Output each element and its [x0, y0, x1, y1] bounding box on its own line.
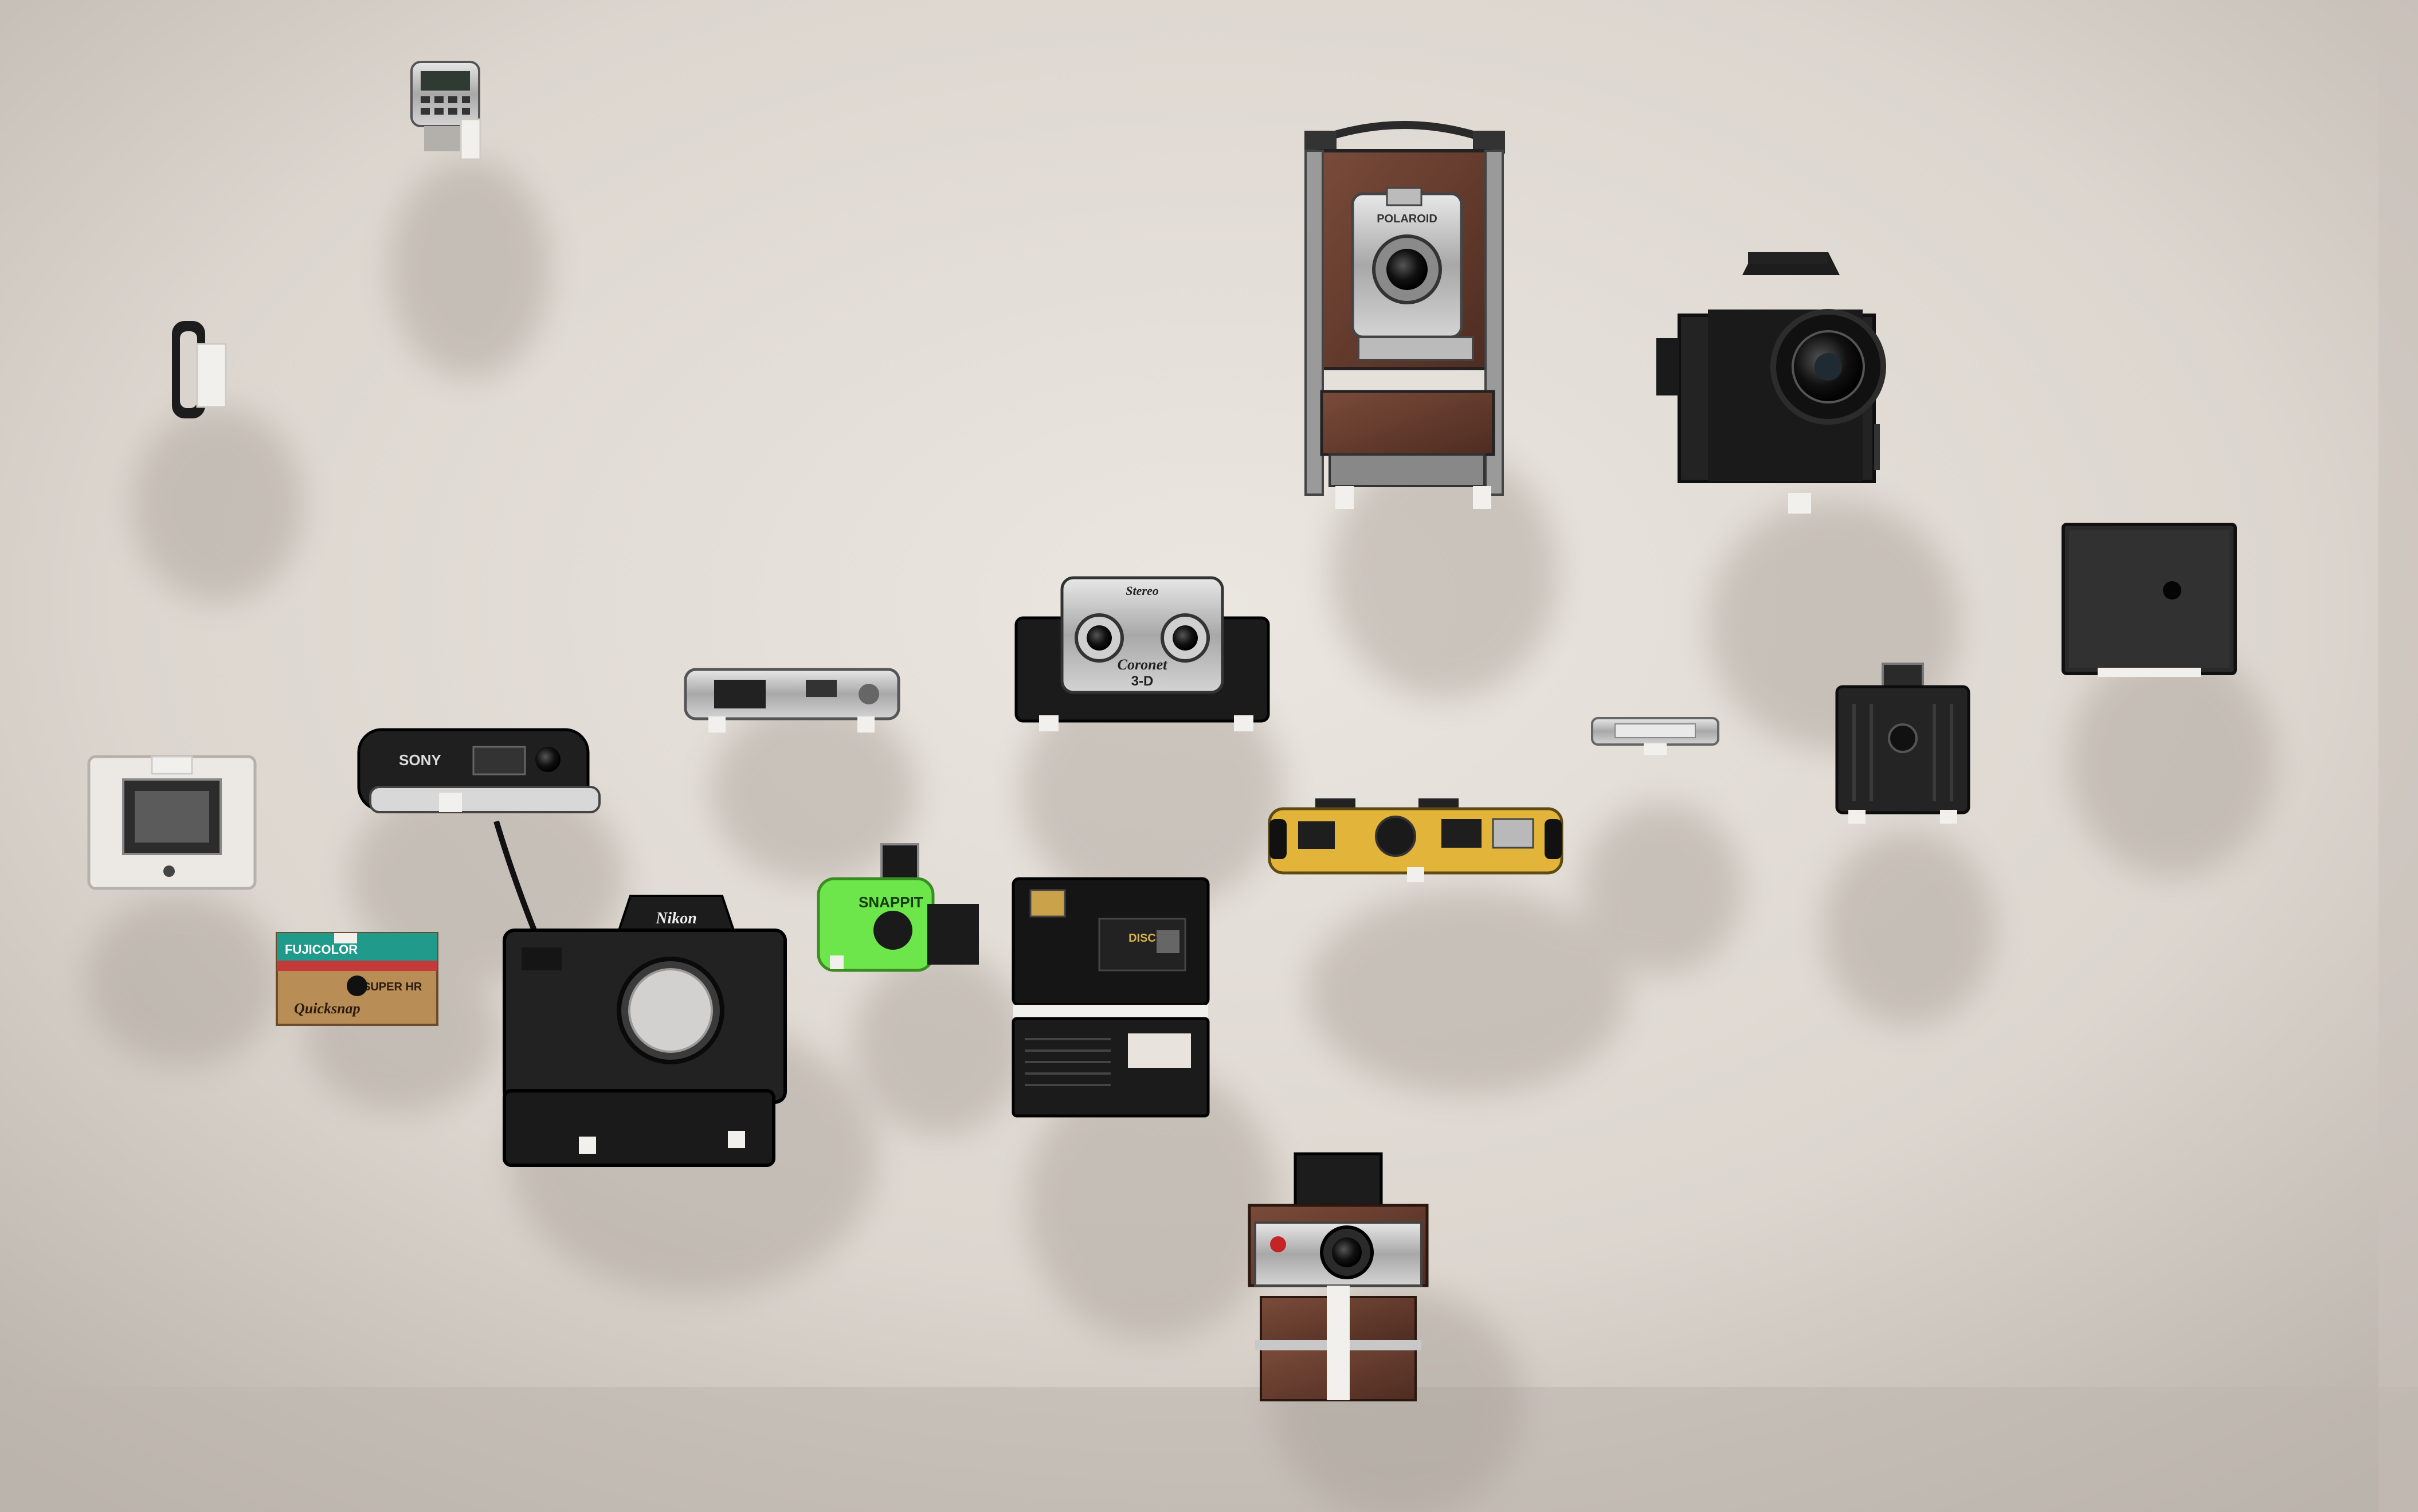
- nikon-slr-camera: Nikon: [503, 895, 787, 1167]
- coronet-3d-text: 3-D: [1131, 673, 1154, 689]
- kodak-brownie-box-camera: [1835, 663, 1970, 824]
- sony-logo-text: SONY: [399, 751, 441, 769]
- coronet-logo-text: Coronet: [1118, 656, 1167, 673]
- cast-shadows: [86, 160, 2275, 1512]
- snappit-green-camera: SNAPPIT: [817, 843, 979, 972]
- stereo-brand-text: Stereo: [1126, 583, 1158, 598]
- kodak-disc-camera: DISC: [1012, 877, 1210, 1118]
- nikon-logo-text: Nikon: [655, 910, 697, 927]
- fujicolor-quicksnap: FUJICOLOR SUPER HR Quicksnap: [276, 932, 438, 1026]
- sony-mavica-camera: SONY: [357, 728, 601, 971]
- yellow-panoramic-camera: [1268, 798, 1563, 882]
- quicksnap-logo-text: Quicksnap: [294, 1000, 360, 1017]
- kodak-disc-text: DISC: [1128, 932, 1156, 945]
- snappit-logo-text: SNAPPIT: [859, 894, 923, 911]
- wall-corner-shadow: [2378, 0, 2418, 1512]
- polaroid-folding-camera: POLAROID: [1304, 121, 1505, 509]
- minox-spy-camera: [684, 668, 900, 733]
- wrist-band: [172, 321, 227, 418]
- black-box-camera: [2062, 523, 2237, 677]
- polaroid-sx70-camera: [1248, 1152, 1429, 1401]
- fujicolor-logo-text: FUJICOLOR: [285, 942, 358, 957]
- bellows-folding-camera: [1656, 252, 1886, 514]
- coronet-3d-stereo-camera: Stereo Coronet 3-D: [1014, 576, 1270, 731]
- open-back-camera-frame: [87, 755, 257, 890]
- calculator-watch: [410, 61, 481, 160]
- polaroid-logo-text: POLAROID: [1377, 213, 1437, 225]
- floor-shadow: [0, 1387, 2418, 1512]
- tiny-slim-camera: [1591, 717, 1719, 755]
- super-hr-text: SUPER HR: [363, 981, 422, 993]
